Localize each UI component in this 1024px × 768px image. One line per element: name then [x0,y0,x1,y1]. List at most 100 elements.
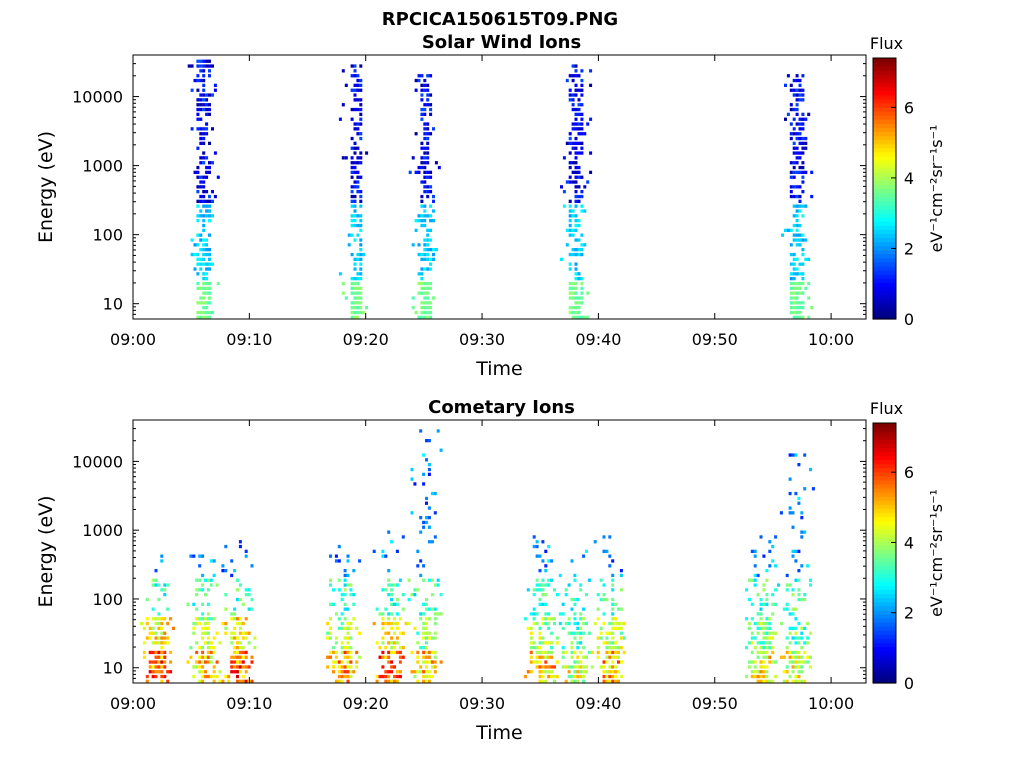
heatmap-cell [346,650,350,655]
heatmap-cell [789,291,793,295]
heatmap-cell [619,636,623,640]
heatmap-cell [355,665,359,669]
heatmap-cell [788,612,792,616]
heatmap-cell [432,257,435,261]
heatmap-cell [541,617,545,621]
heatmap-cell [349,655,353,659]
heatmap-cell [398,655,402,659]
heatmap-cell [359,204,363,208]
heatmap-cell [429,228,433,232]
heatmap-cell [574,151,578,155]
heatmap-cell [202,272,206,276]
heatmap-cell [404,621,408,626]
colorbar-segment [873,557,896,562]
heatmap-cell [359,83,363,87]
heatmap-cell [204,641,207,645]
heatmap-cell [759,679,763,683]
heatmap-cell [580,243,584,247]
heatmap-cell [570,641,574,645]
heatmap-cell [425,641,428,645]
heatmap-cell [571,286,575,290]
heatmap-cell [439,612,443,616]
heatmap-cell [611,578,615,582]
heatmap-cell [356,277,360,281]
heatmap-cell [541,540,545,544]
colorbar-segment [873,504,896,509]
heatmap-cell [205,243,209,247]
heatmap-cell [596,646,600,650]
heatmap-cell [199,214,203,218]
heatmap-cell [574,117,578,121]
heatmap-cell [390,602,394,606]
heatmap-cell [205,306,209,310]
heatmap-cell [576,646,580,650]
heatmap-cell [768,655,772,659]
heatmap-cell [426,296,430,300]
heatmap-cell [201,583,205,587]
heatmap-cell [422,453,426,457]
heatmap-cell [425,650,428,655]
heatmap-cell [433,665,437,669]
colorbar-segment [873,188,896,194]
heatmap-cell [359,286,363,290]
heatmap-cell [145,679,149,683]
heatmap-cell [561,626,565,630]
heatmap-cell [426,161,430,165]
heatmap-cell [337,617,341,621]
heatmap-cell [355,626,359,630]
heatmap-cell [202,69,206,73]
heatmap-cell [198,646,202,650]
x-tick-label: 09:10 [226,330,272,349]
heatmap-cell [417,219,421,223]
heatmap-cell [205,107,209,112]
heatmap-cell [425,660,428,664]
heatmap-cell [429,93,433,97]
heatmap-cell [756,593,760,597]
heatmap-cell [353,83,357,87]
heatmap-cell [795,281,799,286]
heatmap-cell [393,621,396,626]
heatmap-cell [433,621,437,626]
heatmap-cell [784,228,787,232]
heatmap-cell [794,559,798,563]
heatmap-cell [420,112,424,116]
heatmap-cell [788,626,792,630]
heatmap-cell [359,272,363,276]
heatmap-cell [365,306,369,310]
heatmap-cell [574,69,578,73]
heatmap-cell [789,296,793,300]
heatmap-cell [196,146,200,150]
heatmap-cell [209,655,213,659]
heatmap-cell [398,660,402,664]
heatmap-cell [337,544,341,549]
heatmap-cell [353,161,357,165]
heatmap-cell [362,310,366,315]
colorbar-segment [873,431,896,436]
heatmap-cell [326,621,330,626]
colorbar-segment [873,98,896,104]
heatmap-cell [326,665,330,669]
heatmap-cell [359,98,363,102]
heatmap-cell [423,291,427,295]
heatmap-cell [791,670,795,674]
heatmap-cell [353,64,357,68]
heatmap-cell [792,296,796,300]
heatmap-cell [571,93,575,97]
heatmap-cell [199,98,203,102]
heatmap-cell [429,74,433,78]
heatmap-cell [574,161,578,165]
heatmap-cell [619,569,623,573]
heatmap-cell [599,597,603,602]
heatmap-cell [353,185,357,189]
heatmap-cell [788,650,792,655]
heatmap-cell [753,583,757,587]
heatmap-cell [574,180,578,184]
heatmap-cell [433,660,437,664]
heatmap-cell [247,588,251,592]
heatmap-cell [413,670,417,674]
heatmap-cell [611,617,615,621]
heatmap-cell [567,617,571,621]
heatmap-cell [789,185,793,189]
